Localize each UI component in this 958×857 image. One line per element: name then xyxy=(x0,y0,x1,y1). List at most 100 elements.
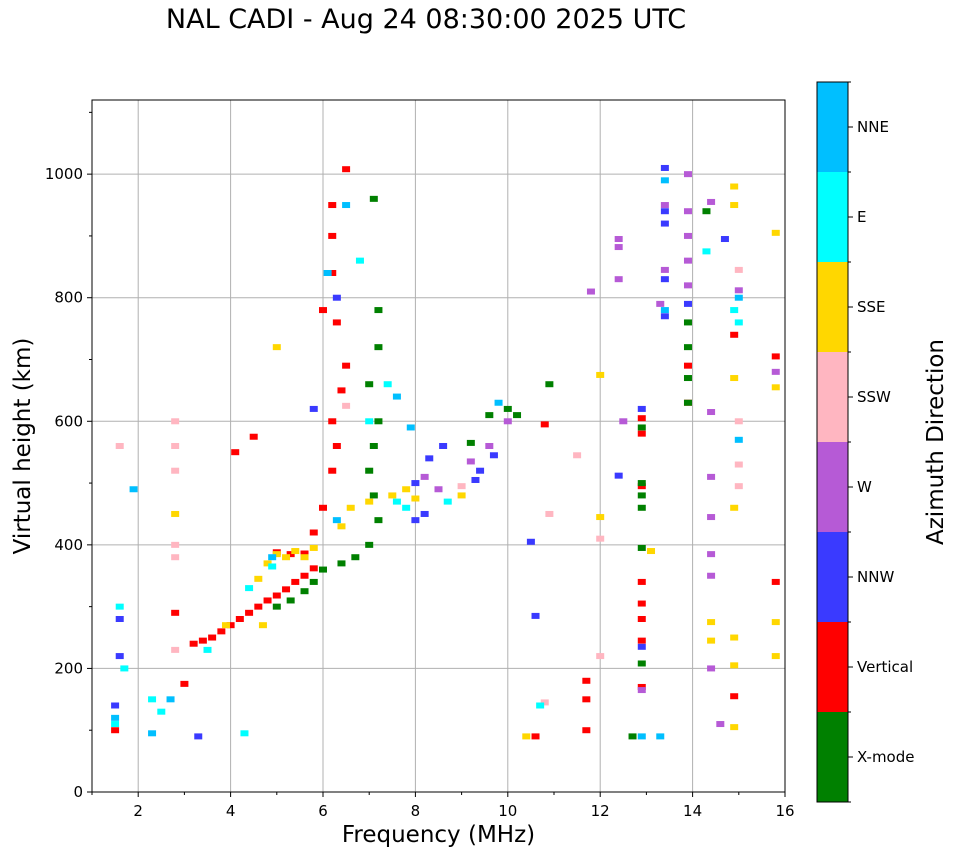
echo-point-vertical xyxy=(226,622,235,629)
echo-point-e xyxy=(402,504,411,511)
echo-point-sse xyxy=(221,622,230,629)
echo-point-e xyxy=(157,708,166,715)
echo-point-nne xyxy=(660,307,669,314)
echo-point-w xyxy=(420,473,429,480)
echo-point-sse xyxy=(272,344,281,351)
echo-point-vertical xyxy=(263,597,272,604)
echo-point-w xyxy=(614,244,623,251)
echo-point-nne xyxy=(342,202,351,209)
y-axis-label: Virtual height (km) xyxy=(10,338,36,555)
echo-point-vertical xyxy=(582,727,591,734)
echo-point-vertical xyxy=(328,467,337,474)
echo-point-sse xyxy=(730,634,739,641)
echo-point-vertical xyxy=(208,634,217,641)
echo-point-vertical xyxy=(235,616,244,622)
chart-title: NAL CADI - Aug 24 08:30:00 2025 UTC xyxy=(165,4,687,35)
echo-point-nnw xyxy=(660,276,669,283)
echo-point-x-mode xyxy=(374,418,383,425)
y-tick-label: 800 xyxy=(54,289,83,307)
echo-point-nnw xyxy=(194,733,203,740)
echo-point-nne xyxy=(148,730,157,737)
echo-point-e xyxy=(115,603,124,610)
echo-point-nnw xyxy=(115,616,124,622)
echo-point-x-mode xyxy=(365,541,374,548)
echo-point-sse xyxy=(309,544,318,551)
echo-point-ssw xyxy=(115,443,124,449)
echo-point-x-mode xyxy=(683,319,692,326)
echo-point-nnw xyxy=(660,313,669,320)
echo-point-sse xyxy=(337,523,346,530)
echo-point-e xyxy=(120,665,129,672)
echo-point-vertical xyxy=(637,600,646,607)
echo-point-sse xyxy=(282,554,291,561)
echo-point-w xyxy=(683,208,692,215)
echo-point-sse xyxy=(258,622,267,629)
echo-point-nnw xyxy=(411,517,420,524)
echo-point-sse xyxy=(730,183,739,190)
echo-point-x-mode xyxy=(300,588,309,595)
echo-point-vertical xyxy=(637,415,646,422)
echo-point-x-mode xyxy=(286,597,295,604)
x-tick-label: 12 xyxy=(591,802,610,820)
colorbar-tick-label: X-mode xyxy=(857,748,914,766)
echo-point-sse xyxy=(291,548,300,555)
colorbar-tick-label: Vertical xyxy=(857,658,913,676)
echo-point-vertical xyxy=(319,307,327,314)
echo-point-nne xyxy=(166,696,175,703)
colorbar-segment-nnw xyxy=(817,532,848,622)
echo-point-ssw xyxy=(596,535,605,542)
echo-point-ssw xyxy=(342,402,351,409)
echo-point-w xyxy=(707,551,716,558)
colorbar-tick-label: NNE xyxy=(857,118,889,136)
echo-point-x-mode xyxy=(365,467,374,474)
echo-point-x-mode xyxy=(485,412,494,419)
echo-point-vertical xyxy=(582,677,591,684)
echo-point-sse xyxy=(457,492,466,499)
echo-point-x-mode xyxy=(637,492,646,499)
echo-point-e xyxy=(355,257,364,264)
echo-point-nne xyxy=(637,733,646,740)
x-tick-label: 4 xyxy=(226,802,236,820)
colorbar-segment-e xyxy=(817,172,848,262)
echo-point-w xyxy=(734,287,743,294)
echo-point-sse xyxy=(771,229,780,236)
echo-point-sse xyxy=(346,504,355,511)
echo-point-ssw xyxy=(734,418,743,425)
echo-point-e xyxy=(383,381,392,388)
echo-point-sse xyxy=(707,619,716,626)
echo-point-x-mode xyxy=(637,660,646,667)
echo-point-sse xyxy=(300,554,309,561)
colorbar-segment-nne xyxy=(817,82,848,172)
echo-point-e xyxy=(268,563,277,570)
echo-point-nne xyxy=(660,177,669,184)
echo-point-x-mode xyxy=(513,412,522,419)
x-tick-label: 2 xyxy=(133,802,143,820)
echo-point-x-mode xyxy=(702,208,711,215)
echo-point-x-mode xyxy=(309,578,318,585)
echo-point-vertical xyxy=(637,616,646,622)
echo-point-w xyxy=(660,202,669,209)
echo-point-x-mode xyxy=(374,344,383,351)
echo-point-vertical xyxy=(189,640,198,647)
echo-point-ssw xyxy=(545,510,554,517)
echo-point-e xyxy=(392,498,401,505)
echo-point-vertical xyxy=(771,578,780,585)
echo-point-x-mode xyxy=(637,544,646,551)
echo-point-vertical xyxy=(637,683,646,690)
echo-point-w xyxy=(656,300,665,307)
echo-point-e xyxy=(111,721,120,728)
echo-point-vertical xyxy=(291,578,300,585)
echo-point-w xyxy=(485,443,494,449)
echo-point-x-mode xyxy=(503,405,512,412)
echo-point-w xyxy=(716,721,725,728)
echo-point-sse xyxy=(771,653,780,660)
echo-point-vertical xyxy=(637,637,646,644)
echo-point-ssw xyxy=(171,443,180,449)
echo-point-e xyxy=(365,418,374,425)
echo-point-sse xyxy=(254,575,263,582)
echo-point-nne xyxy=(392,393,401,400)
x-tick-label: 14 xyxy=(683,802,702,820)
echo-point-vertical xyxy=(171,609,180,616)
echo-point-sse xyxy=(730,202,739,209)
echo-point-x-mode xyxy=(683,344,692,351)
